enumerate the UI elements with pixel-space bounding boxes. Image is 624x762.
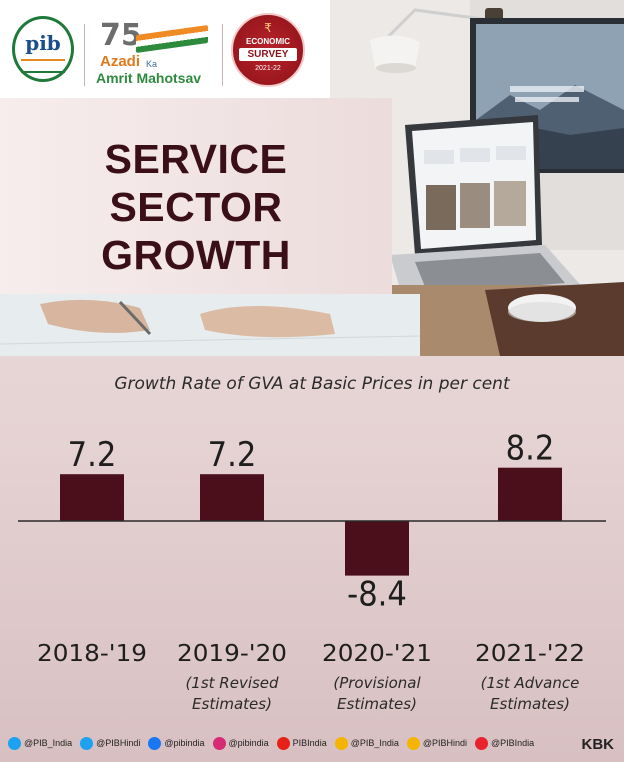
data-label-2: -8.4 [347,575,407,615]
survey-line-2: SURVEY [239,48,297,61]
twitter-icon [80,736,94,750]
data-label-1: 7.2 [208,435,257,475]
laptop-desk-photo [320,0,624,356]
bar-2 [345,521,409,576]
social-handle-label: @pibindia [164,738,205,748]
hands-writing-photo [0,294,421,356]
category-note-3-0: (1st Advance [481,674,580,692]
category-label-2: 2020-'21 [322,641,432,667]
data-label-3: 8.2 [506,429,555,469]
social-handle-label: @PIBHindi [422,738,468,748]
social-handle-label: @PIBHindi [96,738,141,748]
survey-line-3: 2021-22 [255,65,281,72]
instagram-icon [212,736,226,750]
category-note-2-0: (Provisional [333,674,421,692]
category-label-0: 2018-'19 [37,641,147,667]
pib-logo: pib [12,16,74,82]
youtube-icon [276,736,290,750]
social-handle-5[interactable]: @PIB_India [334,736,399,750]
title-line-1: SERVICE [104,136,288,182]
category-label-1: 2019-'20 [177,641,287,667]
laptop-desk-illustration [320,0,624,356]
sharechat-icon [475,736,489,750]
social-handle-label: PIBIndia [292,738,327,748]
bar-3 [498,467,562,521]
category-note-2-1: Estimates) [337,695,417,713]
social-handle-1[interactable]: @PIBHindi [80,736,141,750]
azadi-ka-amrit-mahotsav-logo: 75 Azadi Ka Amrit Mahotsav [92,18,222,88]
category-label-3: 2021-'22 [475,641,585,667]
rupee-icon: ₹ [264,21,272,35]
title-panel: SERVICE SECTOR GROWTH [0,98,392,294]
chart-title: Growth Rate of GVA at Basic Prices in pe… [114,374,510,394]
economic-survey-badge: ₹ ECONOMIC SURVEY 2021-22 [231,13,305,87]
social-handle-0[interactable]: @PIB_India [8,736,73,750]
social-handle-label: @PIBIndia [491,738,535,748]
header-logos: pib 75 Azadi Ka Amrit Mahotsav ₹ ECONOMI… [0,0,330,98]
social-handle-2[interactable]: @pibindia [148,736,205,750]
data-label-0: 7.2 [68,435,117,475]
social-handle-label: @PIB_India [24,738,73,748]
hands-writing-illustration [0,294,421,356]
azadi-line-2: Ka [146,59,158,69]
pib-logo-text: pib [25,31,61,55]
facebook-icon [148,736,162,750]
bar-1 [200,474,264,521]
category-note-1-0: (1st Revised [185,674,279,692]
pib-logo-stripe [21,59,65,73]
logo-divider [84,24,85,86]
social-handle-4[interactable]: PIBIndia [276,736,327,750]
azadi-line-1: Azadi [100,53,141,70]
title-line-2: SECTOR [109,184,283,230]
category-note-1-1: Estimates) [192,695,272,713]
title-line-3: GROWTH [101,232,291,278]
category-note-3-1: Estimates) [490,695,570,713]
azadi-line-3: Amrit Mahotsav [96,70,202,86]
logo-divider [222,24,223,86]
growth-rate-bar-chart: 7.2 7.2 -8.4 8.2 2018-'19 2019-'20 (1st Revise… [18,429,606,713]
koo-icon [406,736,420,750]
social-handle-7[interactable]: @PIBIndia [475,736,535,750]
twitter-icon [8,736,21,750]
social-media-footer: @PIB_India @PIBHindi @pibindia @pibindia PIB… [0,724,624,762]
bar-0 [60,474,124,521]
koo-icon [334,736,348,750]
tricolour-flag-icon [136,24,208,54]
social-handle-label: @pibindia [228,738,269,748]
azadi-number: 75 [100,18,142,53]
social-handle-label: @PIB_India [350,738,399,748]
survey-line-1: ECONOMIC [246,37,290,46]
social-handle-3[interactable]: @pibindia [212,736,269,750]
social-handle-6[interactable]: @PIBHindi [406,736,468,750]
credit-text: KBK [581,736,615,753]
